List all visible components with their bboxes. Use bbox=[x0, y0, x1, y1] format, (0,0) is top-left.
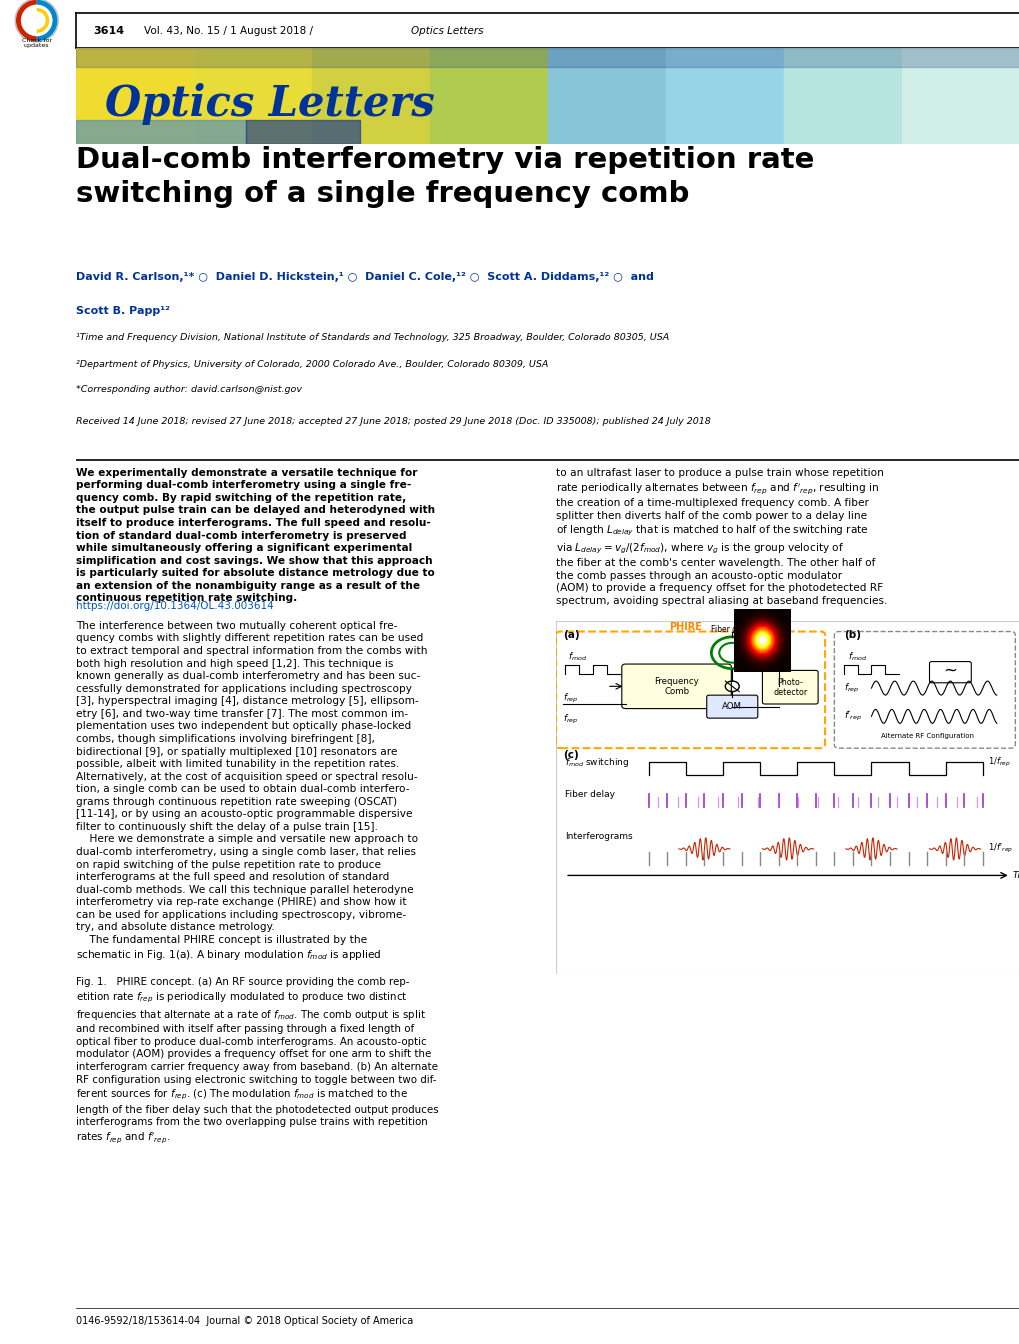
Text: *Corresponding author: david.carlson@nist.gov: *Corresponding author: david.carlson@nis… bbox=[76, 386, 303, 394]
Text: 3614: 3614 bbox=[94, 26, 124, 36]
Text: ¹Time and Frequency Division, National Institute of Standards and Technology, 32: ¹Time and Frequency Division, National I… bbox=[76, 333, 669, 343]
Bar bbox=[76, 48, 1019, 67]
Text: $f'_{rep}$: $f'_{rep}$ bbox=[843, 710, 861, 723]
Text: $1/f_{rep}$: $1/f_{rep}$ bbox=[986, 755, 1009, 769]
Circle shape bbox=[15, 0, 58, 42]
Text: $f_{mod}$ switching: $f_{mod}$ switching bbox=[565, 755, 629, 769]
Text: Fiber delay: Fiber delay bbox=[565, 790, 614, 798]
Bar bbox=[76, 120, 247, 144]
Bar bbox=[247, 120, 360, 144]
Text: (c): (c) bbox=[562, 750, 578, 759]
Text: We experimentally demonstrate a versatile technique for
performing dual-comb int: We experimentally demonstrate a versatil… bbox=[76, 468, 435, 603]
Text: Received 14 June 2018; revised 27 June 2018; accepted 27 June 2018; posted 29 Ju: Received 14 June 2018; revised 27 June 2… bbox=[76, 417, 710, 426]
Bar bbox=[901, 48, 1019, 144]
Bar bbox=[430, 48, 548, 144]
Text: Dual-comb interferometry via repetition rate
switching of a single frequency com: Dual-comb interferometry via repetition … bbox=[76, 146, 814, 208]
Text: David R. Carlson,¹* ○  Daniel D. Hickstein,¹ ○  Daniel C. Cole,¹² ○  Scott A. Di: David R. Carlson,¹* ○ Daniel D. Hickstei… bbox=[76, 271, 654, 282]
Text: $f_{rep}$: $f_{rep}$ bbox=[843, 681, 858, 695]
Bar bbox=[665, 48, 784, 144]
Text: to an ultrafast laser to produce a pulse train whose repetition
rate periodicall: to an ultrafast laser to produce a pulse… bbox=[555, 468, 887, 606]
Text: Alternate RF Configuration: Alternate RF Configuration bbox=[879, 734, 973, 739]
Text: Photo-
detector: Photo- detector bbox=[772, 677, 807, 698]
Text: $f_{mod}$: $f_{mod}$ bbox=[567, 650, 586, 663]
FancyBboxPatch shape bbox=[706, 695, 757, 718]
Text: Interferograms: Interferograms bbox=[565, 832, 632, 841]
Text: $1/f'_{rep}$: $1/f'_{rep}$ bbox=[986, 843, 1012, 856]
Bar bbox=[312, 48, 430, 144]
Text: Fig. 1.   PHIRE concept. (a) An RF source providing the comb rep-
etition rate $: Fig. 1. PHIRE concept. (a) An RF source … bbox=[76, 977, 439, 1145]
Text: Vol. 43, No. 15 / 1 August 2018 /: Vol. 43, No. 15 / 1 August 2018 / bbox=[145, 26, 316, 36]
Text: Frequency
Comb: Frequency Comb bbox=[653, 676, 698, 696]
FancyBboxPatch shape bbox=[761, 671, 817, 704]
Text: Time: Time bbox=[1012, 871, 1019, 880]
Text: https://doi.org/10.1364/OL.43.003614: https://doi.org/10.1364/OL.43.003614 bbox=[76, 601, 274, 612]
Text: Optics Letters: Optics Letters bbox=[411, 26, 483, 36]
FancyBboxPatch shape bbox=[622, 664, 731, 708]
Bar bbox=[548, 48, 665, 144]
Bar bbox=[195, 48, 312, 144]
Text: PHIRE: PHIRE bbox=[668, 622, 702, 632]
Text: Optics Letters: Optics Letters bbox=[105, 83, 434, 125]
Text: AOM: AOM bbox=[721, 702, 742, 711]
Text: $f_{rep}$: $f_{rep}$ bbox=[562, 692, 578, 706]
Text: ~: ~ bbox=[943, 661, 957, 680]
Text: Scott B. Papp¹²: Scott B. Papp¹² bbox=[76, 306, 170, 316]
Text: $f_{rep}$: $f_{rep}$ bbox=[562, 714, 578, 727]
Text: (a): (a) bbox=[562, 630, 579, 640]
Text: ²Department of Physics, University of Colorado, 2000 Colorado Ave., Boulder, Col: ²Department of Physics, University of Co… bbox=[76, 360, 548, 370]
Text: Fiber delay: Fiber delay bbox=[710, 625, 753, 634]
Text: 0146-9592/18/153614-04  Journal © 2018 Optical Society of America: 0146-9592/18/153614-04 Journal © 2018 Op… bbox=[76, 1316, 414, 1327]
Text: The interference between two mutually coherent optical fre-
quency combs with sl: The interference between two mutually co… bbox=[76, 621, 428, 962]
Text: (b): (b) bbox=[843, 630, 860, 640]
Bar bbox=[76, 48, 195, 144]
Text: Letter: Letter bbox=[933, 24, 977, 38]
Text: $f_{mod}$: $f_{mod}$ bbox=[848, 650, 867, 663]
Bar bbox=[784, 48, 901, 144]
Text: Check for
updates: Check for updates bbox=[21, 38, 52, 48]
